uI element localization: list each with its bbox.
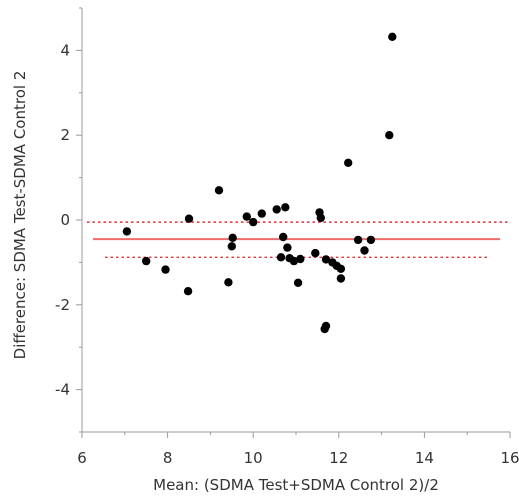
x-tick-label: 6 — [77, 449, 87, 467]
x-axis-title: Mean: (SDMA Test+SDMA Control 2)/2 — [153, 476, 439, 494]
y-tick-label: 2 — [60, 126, 70, 144]
data-point — [242, 212, 251, 221]
data-point — [311, 248, 320, 258]
data-point — [289, 256, 299, 266]
x-tick-label: 8 — [163, 449, 173, 467]
data-point — [272, 205, 281, 214]
x-tick-label: 12 — [329, 449, 348, 467]
data-point — [366, 235, 376, 245]
data-point — [296, 254, 305, 264]
data-point — [336, 274, 346, 283]
data-point — [214, 186, 224, 195]
data-point — [161, 265, 170, 274]
data-point — [276, 253, 286, 262]
y-tick-label: 0 — [60, 211, 70, 229]
data-point — [279, 232, 288, 242]
y-tick-label: 4 — [60, 41, 70, 59]
data-point — [257, 209, 266, 218]
x-axis-ticks: 6 8 10 12 14 16 — [77, 432, 519, 467]
data-point — [142, 256, 151, 266]
data-point — [122, 227, 132, 236]
data-point — [388, 32, 397, 41]
data-point — [353, 235, 363, 245]
data-point — [224, 278, 233, 287]
x-tick-label: 10 — [244, 449, 263, 467]
data-point — [293, 278, 303, 287]
data-point — [336, 264, 346, 273]
data-point — [344, 158, 353, 167]
y-axis-ticks: 4 2 0 -2 -4 — [55, 7, 82, 433]
data-point — [320, 324, 329, 334]
x-tick-label: 16 — [500, 449, 519, 467]
data-point — [283, 243, 292, 252]
data-point — [183, 287, 193, 296]
plot-area — [87, 32, 508, 334]
y-axis-title: Difference: SDMA Test-SDMA Control 2 — [11, 71, 29, 360]
y-tick-label: -2 — [55, 296, 70, 314]
data-point — [184, 214, 194, 223]
data-point — [385, 131, 394, 140]
data-point — [228, 233, 237, 242]
data-point — [316, 213, 325, 223]
x-tick-label: 14 — [415, 449, 434, 467]
data-point — [227, 242, 236, 251]
data-point — [281, 203, 290, 212]
data-point — [360, 246, 369, 255]
y-tick-label: -4 — [55, 381, 70, 399]
data-point — [249, 217, 258, 227]
data-point — [321, 255, 331, 264]
